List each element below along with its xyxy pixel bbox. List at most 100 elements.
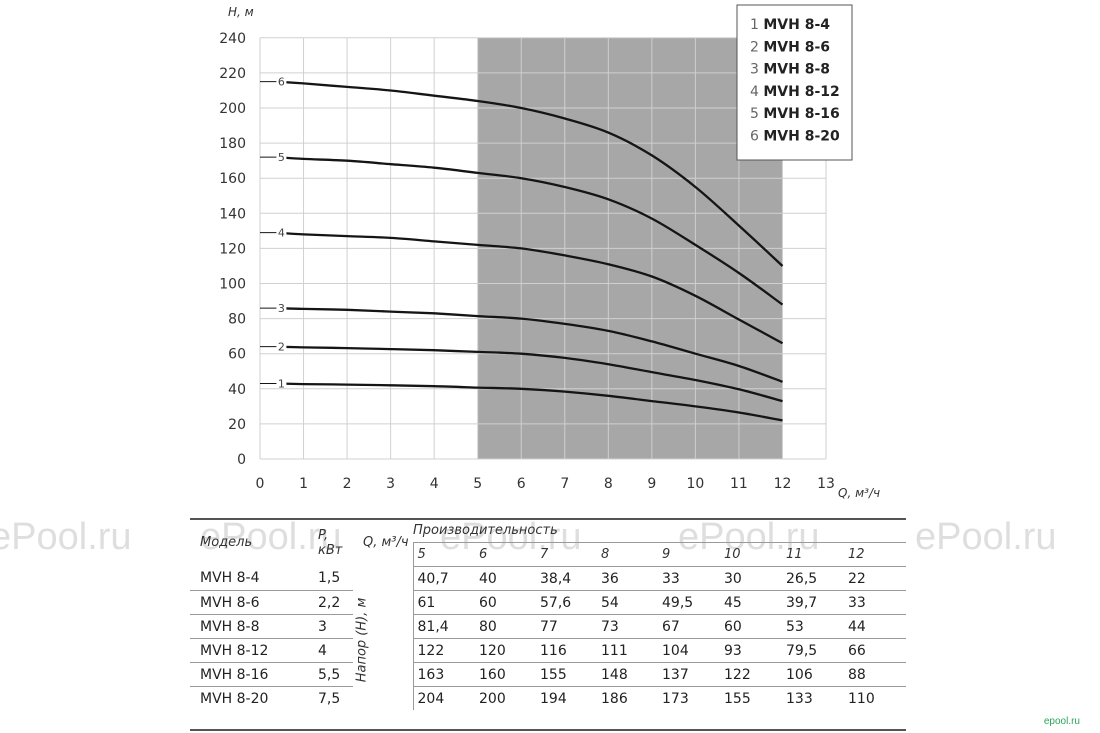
curve-line — [277, 382, 783, 422]
legend-entry-model: MVH 8-4 — [763, 17, 830, 33]
curve-mvh-8-12: 4 — [260, 224, 784, 345]
curve-label-bg — [276, 300, 287, 313]
curve-line — [277, 80, 784, 267]
curve-number-label: 5 — [278, 151, 285, 164]
table-body: MVH 8-4 1,5 40,7 40 38,4 36 33 30 26,5 22 MVH 8-6 2… — [190, 566, 906, 710]
y-tick-label: 220 — [219, 66, 246, 82]
cell-model: MVH 8-8 — [190, 614, 298, 639]
y-tick-label: 40 — [228, 382, 246, 398]
cell-head-value: 66 — [844, 638, 906, 663]
x-tick-label: 12 — [774, 476, 792, 492]
legend-entry-number: 4 — [750, 84, 763, 100]
cell-head-value: 38,4 — [536, 566, 597, 591]
curve-number-label: 1 — [278, 378, 285, 391]
cell-head-value: 54 — [597, 590, 658, 615]
header-power: P, кВт — [318, 527, 343, 558]
header-q-value: 6 — [475, 542, 536, 567]
x-tick-label: 3 — [386, 476, 395, 492]
cell-head-value: 81,4 — [412, 614, 475, 639]
chart-legend: 1 MVH 8-42 MVH 8-63 MVH 8-84 MVH 8-125 M… — [736, 4, 853, 161]
cell-head-value: 160 — [475, 662, 536, 687]
header-head-vertical: Напор (H), м — [354, 597, 370, 683]
legend-entry-model: MVH 8-6 — [763, 39, 830, 55]
header-q-value: 8 — [597, 542, 658, 567]
curve-number-label: 2 — [278, 341, 285, 354]
cell-head-value: 77 — [536, 614, 597, 639]
performance-table: Модель P, кВт Q, м³/ч Производительность… — [190, 519, 906, 710]
curve-line — [277, 231, 784, 345]
y-tick-label: 120 — [219, 241, 246, 257]
x-tick-label: 10 — [686, 476, 704, 492]
curve-line — [277, 306, 783, 383]
x-tick-label: 7 — [560, 476, 569, 492]
cell-head-value: 148 — [597, 662, 658, 687]
cell-head-value: 163 — [412, 662, 475, 687]
curve-label-bg — [276, 224, 287, 237]
cell-power: 3 — [298, 614, 353, 639]
table-row: MVH 8-16 5,5 163 160 155 148 137 122 106 88 — [190, 662, 906, 687]
y-tick-label: 240 — [219, 31, 246, 47]
header-q-value: 12 — [844, 542, 906, 567]
cell-head-value: 33 — [844, 590, 906, 615]
legend-entry-model: MVH 8-16 — [763, 106, 839, 122]
legend-entry: 6 MVH 8-20 — [750, 129, 840, 145]
cell-head-value: 137 — [658, 662, 720, 687]
curve-mvh-8-16: 5 — [260, 149, 784, 306]
legend-entry-number: 2 — [750, 39, 763, 55]
cell-head-value: 194 — [540, 690, 567, 707]
x-tick-label: 11 — [730, 476, 748, 492]
cell-head-value: 57,6 — [536, 590, 597, 615]
cell-head-value: 93 — [720, 638, 782, 663]
curve-label-bg — [276, 338, 287, 351]
y-tick-label: 200 — [219, 101, 246, 117]
cell-head-value: 39,7 — [782, 590, 844, 615]
curve-mvh-8-20: 6 — [260, 73, 784, 267]
header-flow: Q, м³/ч — [363, 535, 409, 551]
cell-head-value: 200 — [479, 690, 506, 707]
curve-line — [277, 155, 784, 306]
y-tick-label: 140 — [219, 206, 246, 222]
header-q-value: 10 — [720, 542, 782, 567]
cell-power: 2,2 — [298, 590, 353, 615]
cell-head-value: 49,5 — [658, 590, 720, 615]
header-model: Модель — [200, 535, 253, 551]
watermark-2: ePool.ru — [200, 516, 342, 558]
cell-head-value: 104 — [658, 638, 720, 663]
y-tick-label: 60 — [228, 347, 246, 363]
y-tick-label: 0 — [237, 452, 246, 468]
cell-model: MVH 8-4 — [190, 566, 298, 591]
cell-head-value: 120 — [475, 638, 536, 663]
y-axis-label: H, м — [228, 5, 254, 19]
table-row: MVH 8-12 4 122 120 116 111 104 93 79,5 66 — [190, 638, 906, 663]
cell-power: 4 — [298, 638, 353, 663]
cell-head-value: 60 — [720, 614, 782, 639]
cell-power: 5,5 — [298, 662, 353, 687]
header-q-value: 9 — [658, 542, 720, 567]
cell-power: 7,5 — [318, 690, 341, 707]
cell-head-value: 116 — [536, 638, 597, 663]
cell-head-value: 61 — [412, 590, 475, 615]
y-tick-label: 20 — [228, 417, 246, 433]
cell-head-value: 40 — [475, 566, 536, 591]
x-axis-label: Q, м³/ч — [838, 486, 880, 500]
watermark-1: ePool.ru — [0, 516, 132, 558]
cell-head-value: 122 — [412, 638, 475, 663]
cell-head-value: 106 — [782, 662, 844, 687]
cell-head-value: 53 — [782, 614, 844, 639]
x-tick-label: 4 — [430, 476, 439, 492]
cell-model: MVH 8-12 — [190, 638, 298, 663]
table-row: MVH 8-8 3 81,4 80 77 73 67 60 53 44 — [190, 614, 906, 639]
cell-head-value: 30 — [720, 566, 782, 591]
x-tick-label: 9 — [647, 476, 656, 492]
legend-entry-number: 1 — [750, 17, 763, 33]
legend-box — [736, 4, 853, 161]
legend-entry: 4 MVH 8-12 — [750, 84, 840, 100]
chart-grid — [259, 37, 827, 460]
curve-mvh-8-8: 3 — [260, 300, 783, 383]
legend-entry-number: 5 — [750, 106, 763, 122]
cell-head-value: 73 — [597, 614, 658, 639]
cell-head-value: 173 — [662, 690, 689, 707]
table-bottom-rule — [190, 729, 906, 731]
